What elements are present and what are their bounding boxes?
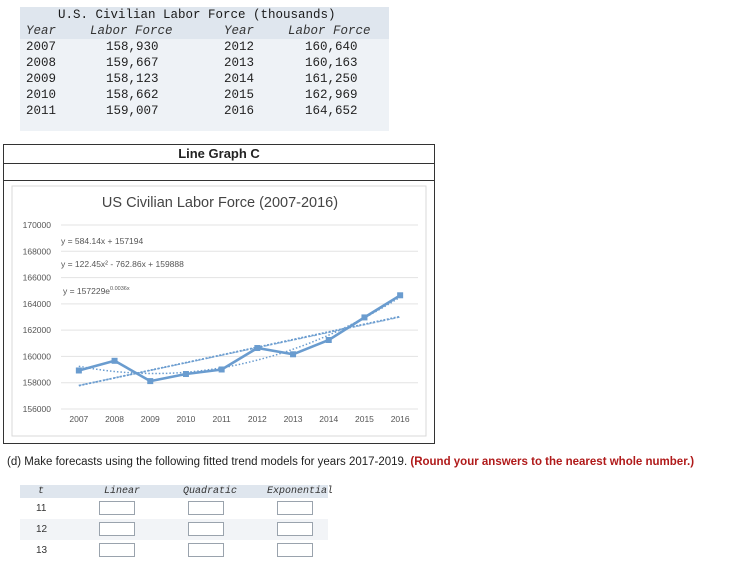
- cell: 2015: [224, 88, 255, 102]
- linear-forecast-input-13[interactable]: [99, 543, 135, 557]
- y-tick-label: 160000: [23, 351, 52, 361]
- x-tick-label: 2011: [213, 414, 232, 424]
- table-row: 2009 158,123 2014 161,250: [20, 71, 389, 87]
- linear-equation: y = 584.14x + 157194: [61, 236, 144, 246]
- exponential-forecast-input-11[interactable]: [277, 501, 313, 515]
- data-point: [325, 337, 332, 343]
- table-row: 2010 158,662 2015 162,969: [20, 87, 389, 103]
- quadratic-equation: y = 122.45x² - 762.86x + 159888: [61, 259, 184, 269]
- y-tick-label: 156000: [23, 404, 52, 414]
- data-point: [361, 314, 368, 321]
- quadratic-forecast-input-11[interactable]: [188, 501, 224, 515]
- cell: 158,662: [106, 88, 159, 102]
- table-title: U.S. Civilian Labor Force (thousands): [20, 7, 389, 23]
- line-graph-frame: Line Graph C US Civilian Labor Force (20…: [3, 144, 435, 444]
- cell: 2016: [224, 104, 255, 118]
- data-point: [182, 371, 189, 378]
- cell: 160,163: [305, 56, 358, 70]
- header-labor-force-1: Labor Force: [90, 24, 173, 38]
- header-linear: Linear: [104, 486, 141, 497]
- x-tick-label: 2010: [176, 414, 195, 424]
- forecast-row: 12: [20, 519, 328, 540]
- table-row: 2008 159,667 2013 160,163: [20, 55, 389, 71]
- cell: 159,007: [106, 104, 159, 118]
- cell: 158,930: [106, 40, 159, 54]
- header-t: t: [38, 486, 45, 497]
- cell: 2008: [26, 56, 57, 70]
- linear-trendline: [78, 315, 401, 387]
- cell: 2013: [224, 56, 255, 70]
- y-tick-label: 158000: [23, 378, 52, 388]
- y-tick-label: 166000: [23, 273, 52, 283]
- t-value: 13: [36, 545, 48, 556]
- data-point: [111, 357, 118, 364]
- cell: 162,969: [305, 88, 358, 102]
- t-value: 12: [36, 524, 48, 535]
- labor-force-table: U.S. Civilian Labor Force (thousands) Ye…: [20, 7, 389, 131]
- linear-forecast-input-11[interactable]: [99, 501, 135, 515]
- header-quadratic: Quadratic: [183, 486, 238, 497]
- table-body: 2007 158,930 2012 160,640 2008 159,667 2…: [20, 39, 389, 131]
- data-point: [218, 366, 225, 373]
- cell: 164,652: [305, 104, 358, 118]
- linear-forecast-input-12[interactable]: [99, 522, 135, 536]
- cell: 161,250: [305, 72, 358, 86]
- y-tick-label: 164000: [23, 299, 52, 309]
- exponential-forecast-input-12[interactable]: [277, 522, 313, 536]
- exponential-forecast-input-13[interactable]: [277, 543, 313, 557]
- data-point: [254, 345, 261, 352]
- data-point: [75, 367, 82, 374]
- t-value: 11: [36, 503, 47, 514]
- header-year-2: Year: [224, 24, 255, 38]
- cell: 2010: [26, 88, 57, 102]
- question-text: (d) Make forecasts using the following f…: [7, 456, 694, 468]
- x-tick-label: 2014: [319, 414, 338, 424]
- x-tick-label: 2012: [248, 414, 267, 424]
- x-tick-label: 2009: [141, 414, 160, 424]
- cell: 159,667: [106, 56, 159, 70]
- cell: 2014: [224, 72, 255, 86]
- chart-title: US Civilian Labor Force (2007-2016): [102, 195, 338, 211]
- cell: 160,640: [305, 40, 358, 54]
- forecast-row: 11: [20, 498, 328, 519]
- forecast-row: 13: [20, 540, 328, 561]
- header-year-1: Year: [26, 24, 57, 38]
- forecast-table: t Linear Quadratic Exponential 11 12 13: [20, 485, 333, 561]
- y-tick-label: 162000: [23, 325, 52, 335]
- table-header-row: Year Labor Force Year Labor Force: [20, 23, 389, 39]
- exponential-equation-exponent: 0.0036x: [110, 286, 130, 292]
- quadratic-forecast-input-12[interactable]: [188, 522, 224, 536]
- table-row: 2011 159,007 2016 164,652: [20, 103, 389, 119]
- exponential-equation-base: y = 157229e: [63, 286, 110, 296]
- cell: 2009: [26, 72, 57, 86]
- x-tick-label: 2013: [284, 414, 303, 424]
- x-tick-label: 2016: [391, 414, 410, 424]
- x-tick-label: 2007: [69, 414, 88, 424]
- chart-border: [11, 185, 427, 437]
- quadratic-trendline: [78, 296, 401, 375]
- x-tick-label: 2015: [355, 414, 374, 424]
- x-tick-label: 2008: [105, 414, 124, 424]
- header-labor-force-2: Labor Force: [288, 24, 371, 38]
- rounding-note: (Round your answers to the nearest whole…: [410, 456, 695, 468]
- question-prompt: (d) Make forecasts using the following f…: [7, 456, 408, 468]
- quadratic-forecast-input-13[interactable]: [188, 543, 224, 557]
- cell: 2011: [26, 104, 57, 118]
- data-point: [290, 351, 297, 358]
- labor-force-chart: US Civilian Labor Force (2007-2016) y = …: [11, 185, 427, 437]
- data-point: [397, 292, 404, 299]
- y-tick-label: 168000: [23, 246, 52, 256]
- exponential-equation: y = 157229e0.0036x: [63, 286, 130, 296]
- series-line-labor-force: [78, 294, 401, 383]
- cell: 158,123: [106, 72, 159, 86]
- y-tick-label: 170000: [23, 220, 52, 230]
- cell: 2012: [224, 40, 255, 54]
- table-row: 2007 158,930 2012 160,640: [20, 39, 389, 55]
- graph-label: Line Graph C: [4, 145, 434, 164]
- forecast-header-row: t Linear Quadratic Exponential: [20, 485, 333, 498]
- cell: 2007: [26, 40, 57, 54]
- data-point: [147, 378, 154, 385]
- graph-spacer: [4, 163, 434, 181]
- header-exponential: Exponential: [267, 486, 334, 497]
